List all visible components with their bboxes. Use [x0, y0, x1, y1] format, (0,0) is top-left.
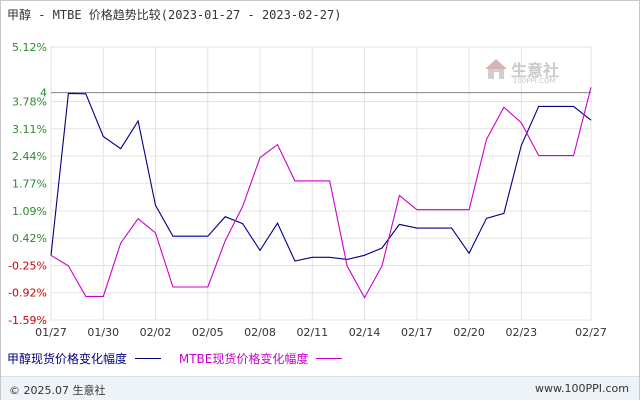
series-line-methanol	[50, 92, 592, 262]
footer-copyright: © 2025.07 生意社	[9, 384, 106, 397]
chart-title: 甲醇 - MTBE 价格趋势比较(2023-01-27 - 2023-02-27…	[7, 8, 342, 22]
x-tick-label: 02/14	[349, 326, 381, 339]
y-tick-label: 2.44%	[12, 150, 47, 163]
y-tick-label: 1.09%	[12, 205, 47, 218]
y-tick-label: 5.12%	[12, 41, 47, 54]
x-tick-label: 02/08	[244, 326, 276, 339]
y-tick-label: -0.25%	[8, 259, 47, 272]
x-tick-label: 01/27	[35, 326, 67, 339]
house-logo-icon	[485, 59, 507, 79]
y-tick-label: 1.77%	[12, 177, 47, 190]
legend-swatch-mtbe	[316, 358, 343, 359]
x-tick-label: 02/17	[401, 326, 433, 339]
y-tick-label: -0.92%	[8, 287, 47, 300]
watermark-text: 生意社	[511, 61, 560, 80]
legend-item-mtbe: MTBE现货价格变化幅度	[179, 350, 343, 367]
y-tick-label: 4	[40, 87, 47, 100]
legend-swatch-methanol	[135, 358, 162, 359]
footer-bar: © 2025.07 生意社 www.100PPI.com	[1, 376, 639, 400]
series-line-mtbe	[50, 87, 592, 299]
x-tick-label: 02/23	[505, 326, 537, 339]
y-tick-label: -1.59%	[8, 314, 47, 327]
x-tick-label: 02/02	[140, 326, 172, 339]
x-tick-label: 02/05	[192, 326, 224, 339]
x-tick-label: 02/11	[296, 326, 328, 339]
watermark: 生意社 100PPI.COM	[483, 57, 559, 85]
y-tick-label: 3.78%	[12, 96, 47, 109]
y-tick-label: 3.11%	[12, 123, 47, 136]
x-tick-label: 02/27	[575, 326, 607, 339]
legend-label-methanol: 甲醇现货价格变化幅度	[7, 352, 128, 366]
y-tick-label: 0.42%	[12, 232, 47, 245]
footer-site-link[interactable]: www.100PPI.com	[535, 382, 629, 395]
legend-label-mtbe: MTBE现货价格变化幅度	[178, 352, 309, 366]
legend: 甲醇现货价格变化幅度 MTBE现货价格变化幅度	[7, 350, 356, 367]
legend-item-methanol: 甲醇现货价格变化幅度	[7, 350, 162, 367]
x-tick-label: 01/30	[87, 326, 119, 339]
x-tick-label: 02/20	[453, 326, 485, 339]
watermark-subtext: 100PPI.COM	[513, 77, 556, 85]
